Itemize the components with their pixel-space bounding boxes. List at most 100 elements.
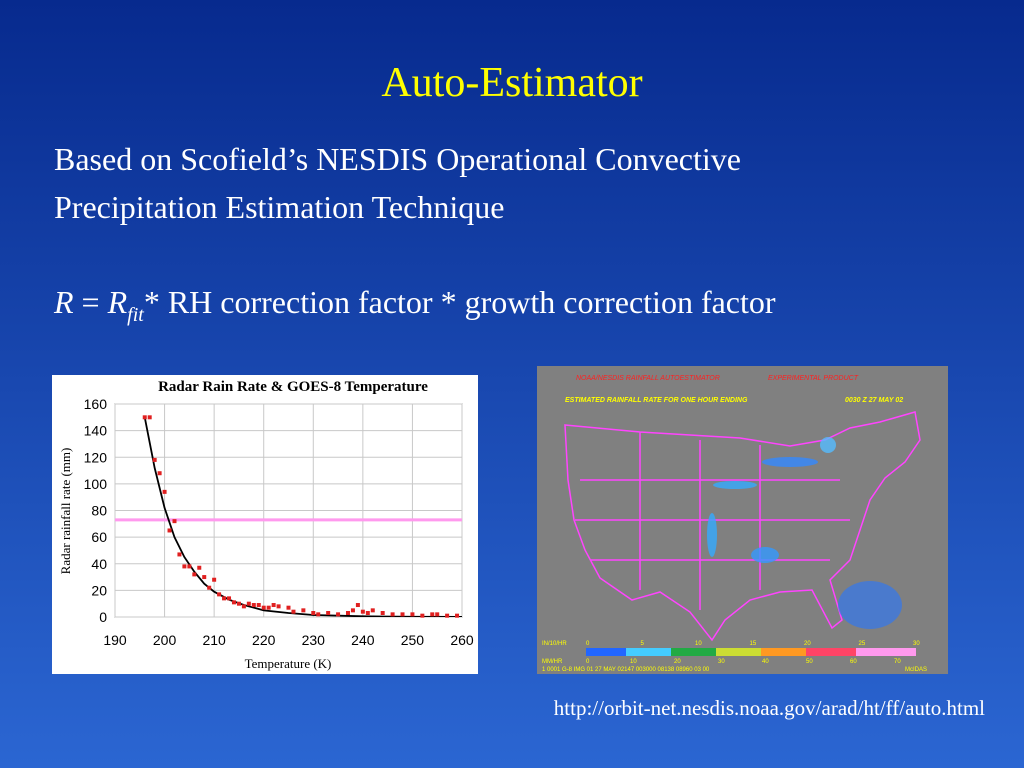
x-axis-label: Temperature (K) (245, 656, 332, 671)
rain-area (820, 437, 836, 453)
legend-swatch (671, 648, 716, 656)
data-point (276, 604, 281, 609)
map-time: 0030 Z 27 MAY 02 (845, 397, 903, 404)
legend-label: 50 (806, 659, 813, 665)
data-point (410, 612, 415, 617)
data-point (212, 577, 217, 582)
legend-bar (586, 648, 916, 656)
formula-part: * RH correction factor * growth correcti… (144, 284, 776, 320)
x-tick-label: 210 (202, 632, 226, 648)
y-tick-label: 120 (84, 449, 108, 465)
x-tick-label: 200 (153, 632, 177, 648)
legend-label: 0 (586, 659, 590, 665)
legend-label: 40 (762, 659, 769, 665)
data-point (192, 572, 197, 577)
legend-label: 10 (630, 659, 637, 665)
x-tick-label: 190 (103, 632, 127, 648)
data-point (390, 612, 395, 617)
data-point (266, 605, 271, 610)
x-tick-label: 230 (302, 632, 326, 648)
data-point (167, 528, 172, 533)
data-point (370, 608, 375, 613)
data-point (182, 564, 187, 569)
legend-label: 70 (894, 659, 901, 665)
formula: R = Rfit* RH correction factor * growth co… (53, 284, 776, 326)
y-tick-label: 40 (91, 556, 107, 572)
slide-title: Auto-Estimator (381, 60, 642, 106)
map-image: NOAA/NESDIS RAINFALL AUTOESTIMATOR EXPER… (537, 366, 948, 674)
legend-label: 25 (859, 641, 866, 647)
data-point (435, 612, 440, 617)
formula-part: R (53, 284, 74, 320)
data-point (147, 415, 152, 420)
y-tick-label: 160 (84, 396, 108, 412)
data-point (360, 609, 365, 614)
legend-swatch (761, 648, 806, 656)
map-product: EXPERIMENTAL PRODUCT (768, 375, 859, 382)
data-point (350, 608, 355, 613)
data-point (336, 612, 341, 617)
legend-swatch (586, 648, 626, 656)
legend-label: 0 (586, 641, 590, 647)
data-point (162, 489, 167, 494)
data-point (291, 609, 296, 614)
legend-label: 20 (804, 641, 811, 647)
x-tick-label: 220 (252, 632, 276, 648)
y-tick-label: 140 (84, 423, 108, 439)
data-point (246, 601, 251, 606)
legend-label: 30 (913, 641, 920, 647)
legend-label: 15 (750, 641, 757, 647)
data-point (217, 592, 222, 597)
data-point (311, 611, 316, 616)
data-point (202, 575, 207, 580)
data-point (316, 612, 321, 617)
map-header: NOAA/NESDIS RAINFALL AUTOESTIMATOR (576, 375, 720, 382)
map-outline (564, 411, 921, 642)
data-point (241, 604, 246, 609)
data-point (152, 457, 157, 462)
rain-area (707, 513, 717, 557)
data-point (400, 612, 405, 617)
formula-part: = (82, 284, 100, 320)
data-point (455, 613, 460, 618)
source-url: http://orbit-net.nesdis.noaa.gov/arad/ht… (554, 696, 985, 720)
data-point (251, 603, 256, 608)
rain-area (751, 547, 779, 563)
y-tick-label: 0 (99, 609, 107, 625)
legend-unit: MM/HR (542, 659, 563, 665)
y-tick-label: 100 (84, 476, 108, 492)
legend-label: 60 (850, 659, 857, 665)
data-point (355, 603, 360, 608)
data-point (326, 611, 331, 616)
map-footer: 1 0001 G-8 IMG 01 27 MAY 02147 003000 08… (542, 667, 710, 673)
y-tick-label: 20 (91, 582, 107, 598)
legend-label: 5 (641, 641, 645, 647)
data-point (207, 585, 212, 590)
formula-part: fit (127, 304, 144, 326)
data-point (271, 603, 276, 608)
data-point (445, 613, 450, 618)
data-point (420, 613, 425, 618)
rain-area (838, 581, 902, 629)
legend-label: 20 (674, 659, 681, 665)
formula-part: R (107, 284, 128, 320)
data-point (345, 611, 350, 616)
data-point (380, 611, 385, 616)
legend-label: 30 (718, 659, 725, 665)
data-point (286, 605, 291, 610)
data-point (301, 608, 306, 613)
legend-swatch (626, 648, 671, 656)
data-point (236, 601, 241, 606)
x-tick-label: 250 (401, 632, 425, 648)
body-line: Based on Scofield’s NESDIS Operational C… (54, 141, 741, 177)
data-point (261, 605, 266, 610)
y-axis-label: Radar rainfall rate (mm) (58, 448, 73, 575)
data-point (365, 611, 370, 616)
legend-swatch (806, 648, 856, 656)
x-tick-label: 240 (351, 632, 375, 648)
body-line: Precipitation Estimation Technique (54, 189, 504, 225)
data-point (177, 552, 182, 557)
data-point (227, 596, 232, 601)
y-tick-label: 80 (91, 503, 107, 519)
